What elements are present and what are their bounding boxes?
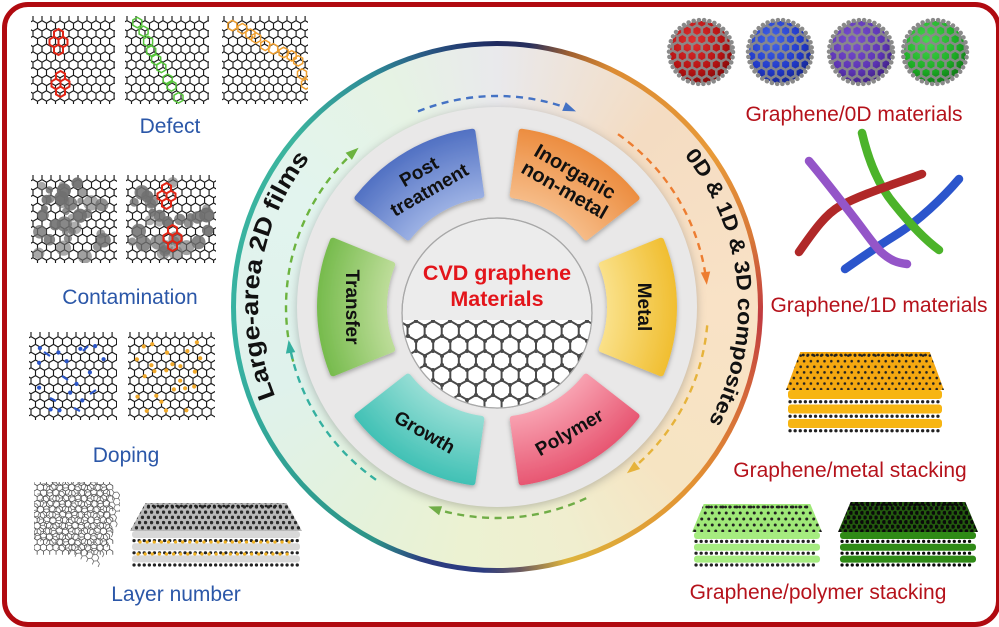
svg-text:Graphene/metal stacking: Graphene/metal stacking — [733, 459, 966, 482]
svg-text:Transfer: Transfer — [341, 270, 362, 346]
svg-text:CVD graphene: CVD graphene — [423, 261, 571, 285]
svg-text:Defect: Defect — [140, 115, 201, 138]
svg-text:Contamination: Contamination — [62, 286, 197, 309]
svg-text:Doping: Doping — [93, 444, 160, 467]
svg-text:Metal: Metal — [633, 283, 654, 332]
svg-text:Graphene/1D materials: Graphene/1D materials — [770, 294, 987, 317]
svg-text:Materials: Materials — [450, 287, 543, 311]
svg-text:Graphene/0D materials: Graphene/0D materials — [745, 103, 962, 126]
svg-text:Graphene/polymer stacking: Graphene/polymer stacking — [690, 581, 947, 604]
svg-text:Large-area 2D films: Large-area 2D films — [237, 146, 315, 404]
svg-text:Layer number: Layer number — [111, 583, 241, 606]
